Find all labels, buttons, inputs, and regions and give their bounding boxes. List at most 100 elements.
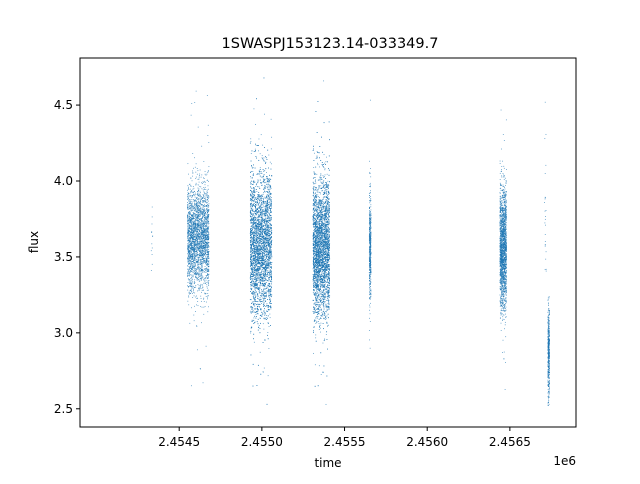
data-point — [200, 248, 202, 250]
data-point — [202, 214, 203, 215]
data-point — [270, 237, 272, 239]
data-point — [200, 192, 201, 194]
data-point — [194, 243, 196, 245]
data-point — [201, 231, 203, 233]
data-point — [257, 243, 259, 245]
data-point — [205, 236, 207, 237]
data-point — [197, 191, 198, 193]
data-point — [258, 277, 260, 279]
data-point — [196, 255, 198, 257]
data-point — [197, 252, 198, 253]
data-point — [195, 205, 197, 207]
data-point — [203, 229, 205, 231]
data-point — [207, 238, 209, 239]
data-point — [187, 244, 189, 246]
data-point — [202, 221, 204, 223]
data-point — [190, 243, 192, 244]
data-point — [187, 259, 188, 261]
data-point — [269, 305, 271, 307]
data-point — [204, 224, 205, 225]
data-point — [191, 216, 193, 218]
data-point — [201, 252, 203, 253]
data-point — [204, 251, 206, 253]
data-point — [194, 210, 196, 211]
data-point — [208, 204, 210, 206]
data-point — [258, 258, 260, 260]
data-point — [267, 216, 269, 218]
data-point — [193, 231, 195, 233]
data-point — [197, 301, 199, 302]
data-point — [204, 292, 206, 294]
data-point — [203, 254, 205, 256]
data-point — [196, 243, 198, 244]
data-point — [249, 299, 251, 300]
data-point — [195, 219, 196, 220]
data-point — [201, 229, 203, 231]
data-point — [266, 223, 268, 225]
data-point — [268, 205, 270, 207]
data-point — [255, 296, 257, 297]
data-point — [259, 222, 261, 224]
data-point — [266, 257, 267, 259]
data-point — [269, 161, 271, 163]
data-point — [201, 197, 203, 199]
data-point — [261, 211, 263, 213]
data-point — [196, 237, 198, 239]
data-point — [197, 201, 199, 203]
data-point — [270, 234, 271, 236]
data-point — [192, 272, 194, 274]
data-point — [187, 220, 188, 222]
data-point — [195, 296, 197, 298]
data-point — [195, 239, 196, 241]
data-point — [193, 227, 194, 229]
data-point — [204, 272, 206, 273]
data-point — [202, 252, 204, 254]
data-point — [192, 172, 194, 174]
data-point — [262, 267, 264, 269]
data-point — [193, 260, 195, 261]
data-point — [207, 251, 209, 252]
data-point — [190, 293, 191, 294]
data-point — [191, 247, 193, 248]
data-cluster — [249, 77, 273, 405]
data-point — [251, 237, 253, 239]
data-point — [205, 243, 207, 244]
data-point — [269, 251, 271, 253]
data-point — [207, 234, 209, 236]
data-point — [191, 280, 193, 282]
data-point — [199, 224, 201, 226]
data-point — [189, 262, 191, 264]
data-point — [262, 221, 264, 222]
data-point — [196, 254, 198, 256]
data-point — [188, 251, 189, 253]
data-point — [267, 267, 269, 269]
data-point — [267, 240, 269, 242]
data-point — [257, 274, 259, 276]
data-point — [187, 271, 189, 272]
data-point — [207, 238, 209, 240]
data-point — [263, 287, 265, 289]
data-point — [187, 300, 189, 302]
data-point — [196, 247, 198, 248]
data-point — [269, 232, 271, 234]
data-point — [208, 214, 210, 215]
data-point — [194, 224, 196, 225]
data-point — [198, 250, 200, 252]
data-point — [189, 253, 191, 255]
data-point — [198, 205, 200, 207]
data-point — [192, 229, 194, 231]
data-point — [256, 285, 258, 287]
data-point — [187, 233, 189, 235]
data-point — [196, 238, 198, 240]
data-point — [192, 279, 193, 281]
data-point — [190, 218, 192, 220]
data-point — [189, 245, 190, 247]
data-point — [200, 259, 202, 261]
data-point — [200, 274, 202, 276]
data-point — [199, 233, 201, 235]
data-point — [268, 244, 270, 246]
data-point — [257, 179, 259, 181]
data-point — [204, 192, 206, 194]
data-point — [266, 239, 268, 241]
data-point — [189, 212, 191, 214]
